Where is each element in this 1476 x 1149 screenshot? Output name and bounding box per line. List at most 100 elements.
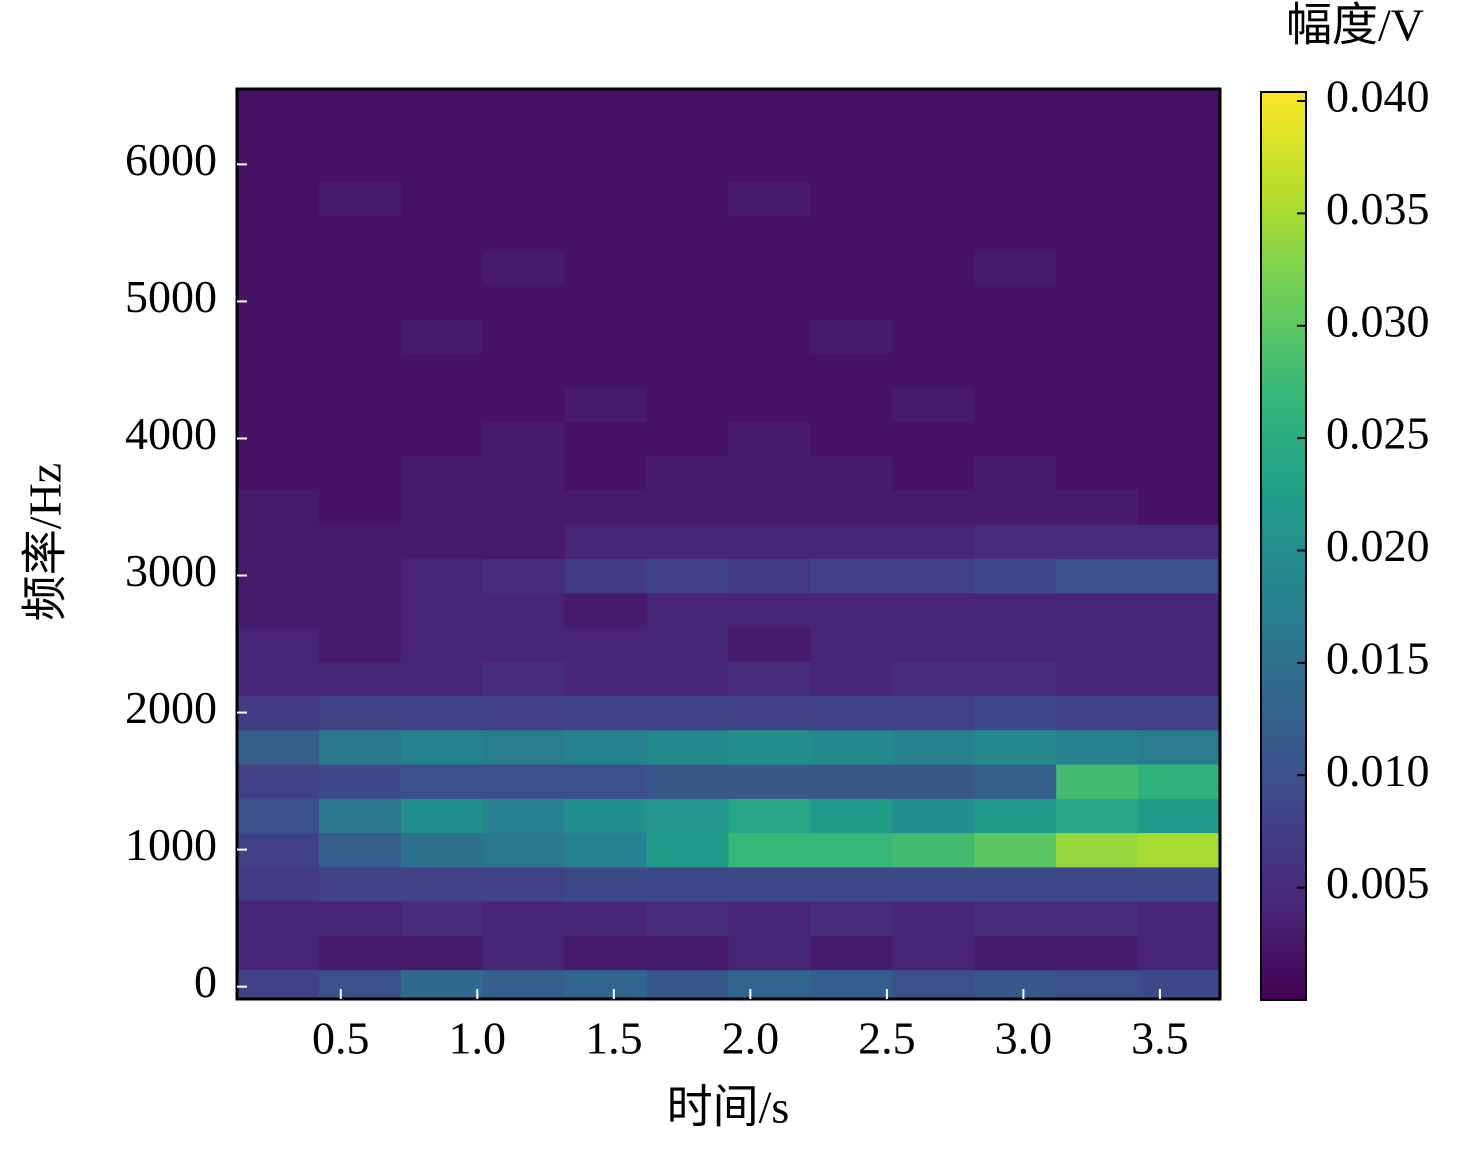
heatmap-cell xyxy=(1056,352,1139,388)
heatmap-cell xyxy=(1138,489,1220,525)
heatmap-cell xyxy=(646,763,730,799)
heatmap-cell xyxy=(237,147,320,183)
heatmap-cell xyxy=(400,901,484,936)
heatmap-cell xyxy=(318,112,402,148)
heatmap-cell xyxy=(974,455,1057,491)
heatmap-cell xyxy=(400,387,484,422)
heatmap-cell xyxy=(892,592,975,628)
heatmap-cell xyxy=(1056,695,1139,731)
heatmap-cell xyxy=(810,524,893,559)
heatmap-cell xyxy=(237,181,320,217)
heatmap-cell xyxy=(1056,969,1139,999)
heatmap-cell xyxy=(810,901,893,936)
heatmap-cell xyxy=(237,695,320,731)
heatmap-cell xyxy=(237,524,320,559)
heatmap-cell xyxy=(564,695,648,731)
heatmap-cell xyxy=(892,455,975,491)
x-axis-title: 时间/s xyxy=(667,1082,790,1133)
heatmap-cell xyxy=(1056,729,1139,765)
heatmap-cell xyxy=(892,147,975,183)
heatmap-cell xyxy=(974,181,1057,217)
heatmap-cell xyxy=(564,318,648,354)
heatmap-cell xyxy=(810,89,893,114)
heatmap-cell xyxy=(237,250,320,285)
heatmap-cell xyxy=(646,489,730,525)
heatmap-cell xyxy=(1138,112,1220,148)
heatmap-cell xyxy=(482,147,566,183)
heatmap-cell xyxy=(482,489,566,525)
y-tick-label: 3000 xyxy=(125,545,217,596)
heatmap-cell xyxy=(646,866,730,902)
heatmap-cell xyxy=(318,524,402,559)
heatmap-cell xyxy=(1056,89,1139,114)
heatmap-cell xyxy=(892,558,975,594)
heatmap-cell xyxy=(237,901,320,936)
heatmap-cell xyxy=(482,935,566,971)
heatmap-cell xyxy=(646,626,730,662)
heatmap-cell xyxy=(974,729,1057,765)
heatmap-cell xyxy=(400,318,484,354)
heatmap-cell xyxy=(728,935,812,971)
heatmap-cell xyxy=(318,695,402,731)
heatmap-cell xyxy=(400,935,484,971)
heatmap-cell xyxy=(974,112,1057,148)
heatmap-cell xyxy=(1138,455,1220,491)
heatmap-cell xyxy=(564,729,648,765)
heatmap-cell xyxy=(318,284,402,320)
heatmap-cell xyxy=(1138,421,1220,457)
heatmap-cell xyxy=(1056,387,1139,422)
heatmap-cell xyxy=(810,763,893,799)
heatmap-cell xyxy=(810,832,893,868)
heatmap-cell xyxy=(892,352,975,388)
heatmap-cell xyxy=(482,524,566,559)
heatmap-cell xyxy=(974,558,1057,594)
heatmap-cell xyxy=(892,969,975,999)
heatmap-cell xyxy=(646,729,730,765)
heatmap-cell xyxy=(1056,558,1139,594)
heatmap-cell xyxy=(400,147,484,183)
heatmap-cell xyxy=(237,798,320,834)
heatmap-cell xyxy=(892,524,975,559)
heatmap-cell xyxy=(400,695,484,731)
heatmap-cell xyxy=(1138,901,1220,936)
heatmap-cell xyxy=(318,215,402,251)
y-tick-label: 4000 xyxy=(125,408,217,459)
heatmap-cell xyxy=(1056,798,1139,834)
heatmap-cell xyxy=(318,387,402,422)
heatmap-cell xyxy=(810,695,893,731)
heatmap-cell xyxy=(237,387,320,422)
heatmap-cell xyxy=(1138,558,1220,594)
heatmap-cell xyxy=(1138,352,1220,388)
heatmap-cell xyxy=(892,866,975,902)
heatmap-cell xyxy=(1056,763,1139,799)
heatmap-cell xyxy=(728,250,812,285)
heatmap-cell xyxy=(1138,661,1220,697)
heatmap-cell xyxy=(1138,832,1220,868)
heatmap-cell xyxy=(810,112,893,148)
heatmap-cell xyxy=(318,866,402,902)
heatmap-cell xyxy=(1138,387,1220,422)
heatmap-cell xyxy=(318,89,402,114)
heatmap-cell xyxy=(400,558,484,594)
heatmap-cell xyxy=(482,626,566,662)
heatmap-cell xyxy=(482,387,566,422)
heatmap-cell xyxy=(400,250,484,285)
heatmap-cell xyxy=(1138,318,1220,354)
x-tick-label: 3.5 xyxy=(1131,1013,1189,1064)
heatmap-cell xyxy=(237,626,320,662)
heatmap-cell xyxy=(237,318,320,354)
heatmap-cell xyxy=(646,935,730,971)
heatmap-cell xyxy=(892,935,975,971)
colorbar-tick-label: 0.015 xyxy=(1326,632,1430,683)
y-tick-label: 6000 xyxy=(125,134,217,185)
heatmap-cell xyxy=(237,592,320,628)
heatmap-cell xyxy=(564,215,648,251)
heatmap-cell xyxy=(646,695,730,731)
heatmap-cell xyxy=(974,89,1057,114)
heatmap-cell xyxy=(482,901,566,936)
heatmap-cell xyxy=(1056,284,1139,320)
heatmap-cell xyxy=(1056,832,1139,868)
heatmap-cell xyxy=(482,763,566,799)
heatmap-cell xyxy=(974,489,1057,525)
heatmap-cell xyxy=(400,832,484,868)
